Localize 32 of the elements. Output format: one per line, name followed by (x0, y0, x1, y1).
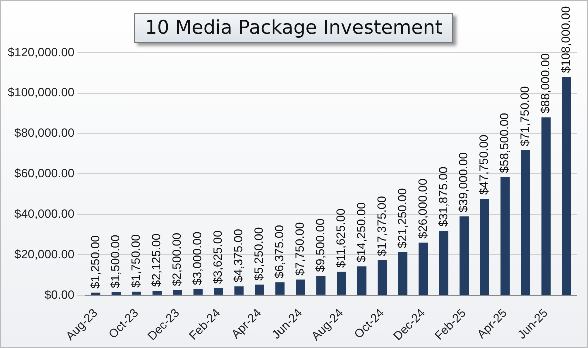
data-label: $39,000.00 (456, 152, 471, 213)
y-tick-label: $0.00 (44, 288, 76, 302)
data-label: $4,375.00 (232, 228, 246, 283)
data-label: $1,500.00 (108, 234, 123, 288)
data-label: $108,000.00 (559, 6, 574, 74)
y-tick-label: $80,000.00 (14, 126, 76, 140)
data-label: $71,750.00 (518, 86, 532, 146)
data-label: $14,250.00 (354, 202, 368, 263)
y-tick-label: $20,000.00 (14, 247, 76, 262)
data-label: $88,000.00 (538, 53, 553, 114)
data-label: $58,500.00 (498, 112, 512, 174)
data-label: $3,625.00 (211, 230, 226, 284)
data-label: $17,375.00 (374, 196, 389, 256)
data-label: $1,250.00 (88, 235, 102, 289)
data-label: $31,875.00 (436, 166, 450, 228)
y-tick-label: $120,000.00 (8, 45, 76, 60)
data-label: $2,500.00 (170, 232, 184, 286)
data-label: $1,750.00 (129, 234, 144, 288)
y-tick-label: $100,000.00 (8, 86, 76, 100)
chart-title: 10 Media Package Investement (134, 13, 454, 43)
data-label: $7,750.00 (292, 222, 307, 276)
data-label: $9,500.00 (313, 218, 328, 272)
data-label: $2,125.00 (150, 233, 164, 288)
data-label: $47,750.00 (477, 134, 492, 195)
y-tick-label: $40,000.00 (14, 206, 76, 221)
y-tick-label: $60,000.00 (14, 166, 76, 181)
data-label: $3,000.00 (190, 232, 205, 286)
data-label: $6,375.00 (272, 224, 287, 279)
data-label: $5,250.00 (252, 227, 266, 281)
data-label: $26,000.00 (416, 178, 430, 239)
data-label: $21,250.00 (395, 188, 410, 249)
data-label: $11,625.00 (334, 208, 348, 268)
